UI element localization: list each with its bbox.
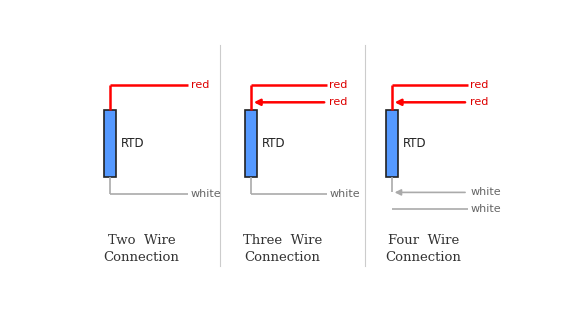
Bar xyxy=(385,110,398,177)
Text: red: red xyxy=(190,80,209,90)
Text: RTD: RTD xyxy=(262,137,286,150)
Bar xyxy=(245,110,257,177)
Text: white: white xyxy=(190,188,221,199)
Text: white: white xyxy=(470,204,501,214)
Text: red: red xyxy=(329,80,347,90)
Text: white: white xyxy=(329,188,360,199)
Bar xyxy=(104,110,117,177)
Text: RTD: RTD xyxy=(403,137,426,150)
Text: red: red xyxy=(470,97,489,107)
Text: RTD: RTD xyxy=(121,137,144,150)
Text: Three  Wire
Connection: Three Wire Connection xyxy=(243,234,322,265)
Text: white: white xyxy=(470,188,501,197)
Text: red: red xyxy=(470,80,489,90)
Text: Four  Wire
Connection: Four Wire Connection xyxy=(385,234,461,265)
Text: Two  Wire
Connection: Two Wire Connection xyxy=(103,234,179,265)
Text: red: red xyxy=(329,97,347,107)
